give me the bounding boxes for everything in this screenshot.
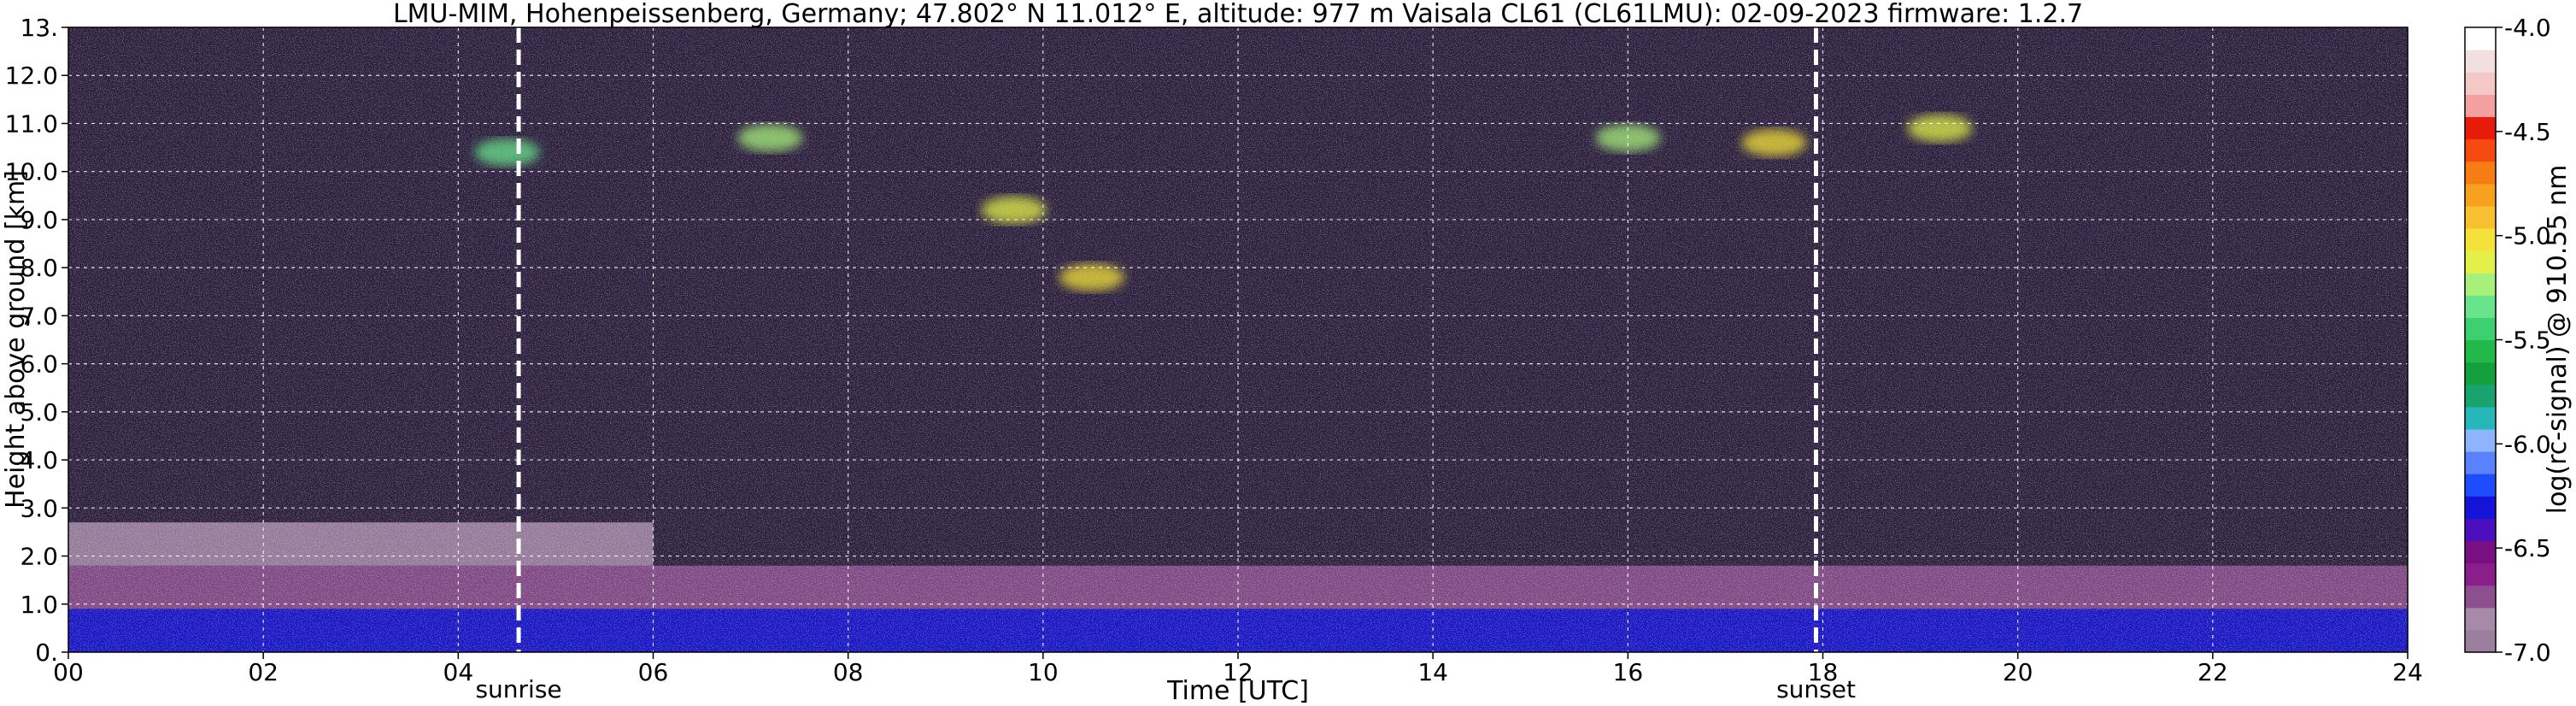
x-tick-label: 14	[1417, 658, 1448, 686]
plot-area	[67, 26, 2409, 653]
sunrise-label: sunrise	[475, 675, 561, 703]
colorbar-swatch	[2465, 496, 2496, 519]
colorbar-swatch	[2465, 27, 2496, 50]
colorbar-swatch	[2465, 273, 2496, 296]
colorbar-swatch	[2465, 362, 2496, 385]
y-tick-label: 11.0	[5, 109, 58, 138]
colorbar-swatch	[2465, 384, 2496, 408]
colorbar-tick-label: -4.5	[2504, 118, 2551, 146]
y-tick-label: 5.0	[20, 398, 58, 427]
colorbar-swatch	[2465, 518, 2496, 542]
annotation-lines	[516, 27, 1819, 652]
y-tick-label: 3.0	[20, 494, 58, 522]
colorbar-swatch	[2465, 562, 2496, 586]
grid-lines	[68, 27, 2408, 652]
colorbar-swatch	[2465, 183, 2496, 207]
colorbar-swatch	[2465, 629, 2496, 653]
plot-noise	[68, 27, 2408, 652]
x-axis: 00 02 04 06 08 10 12 14 16 18 20 22 24	[53, 652, 2423, 686]
x-tick-label: 20	[2003, 658, 2033, 686]
y-tick-label: 8.0	[20, 254, 58, 282]
y-tick-label: 0.	[35, 638, 58, 667]
colorbar-tick-label: -4.0	[2504, 14, 2551, 42]
colorbar-tick-label: -5.5	[2504, 327, 2551, 355]
colorbar-swatch	[2465, 339, 2496, 363]
x-tick-label: 18	[1808, 658, 1839, 686]
y-axis-title: Height above ground [km]	[1, 170, 31, 509]
x-tick-label: 06	[638, 658, 669, 686]
colorbar-swatch	[2465, 295, 2496, 318]
colorbar-swatch	[2465, 540, 2496, 564]
colorbar-swatches	[2465, 27, 2496, 653]
x-tick-label: 16	[1613, 658, 1644, 686]
colorbar-swatch	[2465, 161, 2496, 185]
x-tick-label: 12	[1223, 658, 1253, 686]
colorbar-tick-label: -6.5	[2504, 534, 2551, 562]
y-tick-label: 1.0	[20, 591, 58, 619]
colorbar-tick-label: -5.0	[2504, 222, 2551, 250]
cloud-patch-0	[474, 138, 540, 167]
x-tick-label: 22	[2198, 658, 2228, 686]
colorbar-swatch	[2465, 138, 2496, 162]
colorbar-swatch	[2465, 72, 2496, 95]
y-tick-label: 12.0	[5, 62, 58, 90]
x-tick-label: 08	[833, 658, 864, 686]
colorbar-swatch	[2465, 428, 2496, 452]
sunset-label: sunset	[1776, 675, 1856, 703]
cloud-patch-3	[1059, 263, 1124, 291]
colorbar-swatch	[2465, 227, 2496, 251]
colorbar-swatch	[2465, 317, 2496, 341]
colorbar-swatch	[2465, 116, 2496, 140]
y-tick-label: 4.0	[20, 446, 58, 474]
colorbar-title: log(rc-signal) @ 910.55 nm	[2543, 165, 2573, 515]
colorbar-tick-label: -6.0	[2504, 430, 2551, 458]
y-tick-label: 13.	[20, 14, 58, 42]
colorbar-swatch	[2465, 585, 2496, 609]
y-tick-label: 9.0	[20, 206, 58, 234]
colorbar-swatch	[2465, 50, 2496, 73]
x-tick-label: 04	[443, 658, 474, 686]
chart-title: LMU-MIM, Hohenpeissenberg, Germany; 47.8…	[393, 0, 2083, 29]
cloud-patch-5	[1741, 128, 1807, 156]
y-tick-label: 6.0	[20, 350, 58, 379]
colorbar: -4.0 -4.5 -5.0 -5.5 -6.0 -6.5 -7.0 log(rc-sign…	[2464, 14, 2573, 667]
x-tick-label: 02	[248, 658, 279, 686]
y-axis: 0. 1.0 2.0 3.0 4.0 5.0 6.0 7.0 8.0 9.0 10.0 11.0 12.…	[5, 14, 68, 667]
colorbar-swatch	[2465, 250, 2496, 274]
colorbar-swatch	[2465, 474, 2496, 497]
colorbar-swatch	[2465, 607, 2496, 631]
cloud-patch-6	[1907, 115, 1973, 143]
x-tick-label: 24	[2392, 658, 2423, 686]
cloud-patch-1	[737, 124, 803, 152]
colorbar-ticks: -4.0 -4.5 -5.0 -5.5 -6.0 -6.5 -7.0	[2496, 14, 2551, 667]
x-tick-label: 00	[53, 658, 84, 686]
cloud-patch-2	[981, 196, 1047, 224]
colorbar-swatch	[2465, 406, 2496, 430]
colorbar-swatch	[2465, 205, 2496, 229]
y-tick-label: 7.0	[20, 302, 58, 330]
annotation-labels: sunrise sunset	[475, 675, 1856, 703]
x-axis-title: Time [UTC]	[1166, 676, 1309, 706]
x-tick-label: 10	[1028, 658, 1059, 686]
y-tick-label: 10.0	[5, 158, 58, 186]
colorbar-tick-label: -7.0	[2504, 638, 2551, 667]
colorbar-swatch	[2465, 94, 2496, 118]
y-tick-label: 2.0	[20, 543, 58, 571]
colorbar-swatch	[2465, 451, 2496, 474]
